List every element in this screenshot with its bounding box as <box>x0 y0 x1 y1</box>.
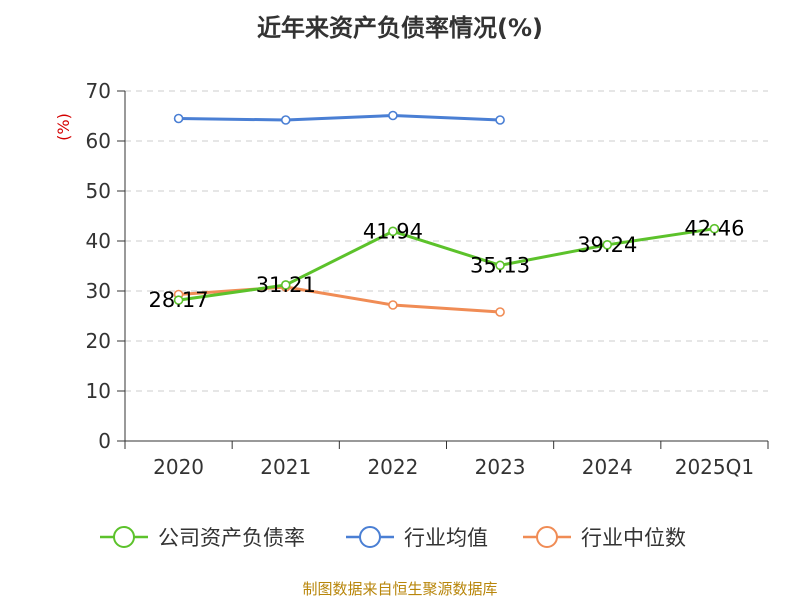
y-axis-label: (%) <box>54 113 73 141</box>
legend-marker <box>113 526 135 548</box>
axes: 0 10 20 30 40 50 60 70 2020 2021 2022 2023 2024 2025Q… <box>54 79 769 479</box>
y-tick-label: 60 <box>86 129 111 153</box>
y-tick-label: 20 <box>86 329 111 353</box>
legend: 公司资产负债率 行业均值 行业中位数 <box>100 526 686 550</box>
y-tick-label: 50 <box>86 179 111 203</box>
data-label: 42.46 <box>684 217 744 241</box>
data-label: 39.24 <box>577 233 637 257</box>
series-line <box>178 285 501 314</box>
data-point <box>709 223 720 234</box>
legend-marker <box>536 526 558 548</box>
y-tick-label: 70 <box>86 79 111 103</box>
legend-label: 行业均值 <box>404 526 488 550</box>
x-tick-label: 2020 <box>153 455 204 479</box>
chart-title: 近年来资产负债率情况(%) <box>257 14 543 42</box>
data-point <box>495 307 505 317</box>
legend-label: 公司资产负债率 <box>158 526 305 550</box>
data-label: 35.13 <box>470 253 530 277</box>
grid-lines <box>125 90 768 392</box>
data-label: 31.21 <box>256 273 316 297</box>
data-point <box>602 240 613 250</box>
data-point <box>388 110 398 121</box>
y-tick-label: 0 <box>98 429 111 453</box>
data-point <box>173 295 184 305</box>
x-tick-label: 2021 <box>260 455 311 479</box>
data-point <box>173 113 184 124</box>
x-tick-label: 2022 <box>367 455 418 479</box>
source-note: 制图数据来自恒生聚源数据库 <box>302 580 498 598</box>
data-point <box>280 280 291 290</box>
data-labels: 28.17 31.21 41.94 35.13 39.24 42.46 <box>149 217 745 312</box>
data-point <box>280 115 291 125</box>
series-line <box>178 227 715 302</box>
data-label: 41.94 <box>363 219 423 243</box>
y-tick-label: 40 <box>86 229 111 253</box>
y-tick-label: 10 <box>86 379 111 403</box>
x-tick-label: 2023 <box>475 455 526 479</box>
x-tick-label: 2024 <box>582 455 633 479</box>
legend-label: 行业中位数 <box>581 526 686 550</box>
data-label: 28.17 <box>149 288 209 312</box>
data-point <box>388 300 398 310</box>
series-lines <box>173 110 720 317</box>
data-point <box>388 226 398 237</box>
x-tick-label: 2025Q1 <box>675 455 754 479</box>
legend-marker <box>359 526 381 548</box>
series-line <box>178 114 501 122</box>
data-point <box>495 115 505 125</box>
data-point <box>495 260 505 271</box>
y-tick-label: 30 <box>86 279 111 303</box>
